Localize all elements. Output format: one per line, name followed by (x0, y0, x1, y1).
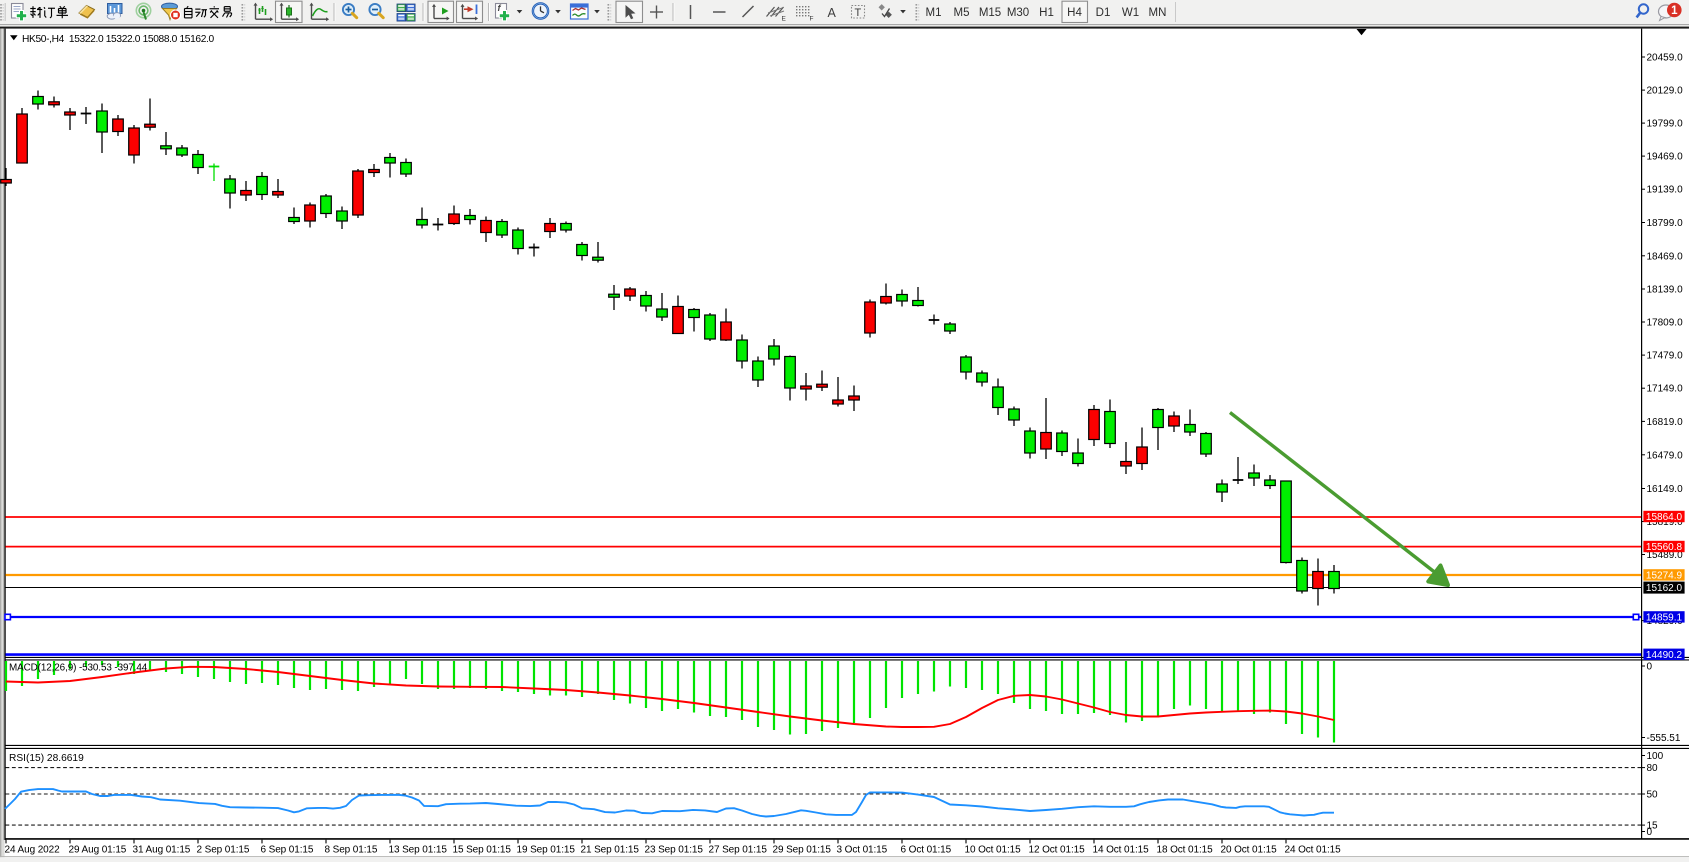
svg-text:14859.1: 14859.1 (1646, 613, 1683, 624)
svg-text:15162.0: 15162.0 (1646, 583, 1683, 594)
svg-text:19 Sep 01:15: 19 Sep 01:15 (517, 845, 576, 856)
svg-text:14490.2: 14490.2 (1646, 650, 1683, 661)
svg-text:M1: M1 (926, 7, 942, 19)
svg-text:HK50-,H4 15322.0 15322.0 1508: HK50-,H4 15322.0 15322.0 15088.0 15162.0 (22, 34, 215, 45)
svg-text:10 Oct 01:15: 10 Oct 01:15 (965, 845, 1022, 856)
svg-text:-555.51: -555.51 (1647, 733, 1681, 744)
svg-text:15: 15 (1647, 821, 1659, 832)
svg-text:80: 80 (1647, 763, 1659, 774)
svg-text:RSI(15) 28.6619: RSI(15) 28.6619 (9, 753, 84, 764)
svg-text:23 Sep 01:15: 23 Sep 01:15 (645, 845, 704, 856)
svg-text:3 Oct 01:15: 3 Oct 01:15 (837, 845, 888, 856)
svg-text:18799.0: 18799.0 (1647, 218, 1684, 229)
svg-text:E: E (782, 16, 787, 23)
svg-text:2 Sep 01:15: 2 Sep 01:15 (197, 845, 250, 856)
svg-text:D1: D1 (1096, 7, 1111, 19)
svg-text:29 Aug 01:15: 29 Aug 01:15 (69, 845, 127, 856)
svg-text:M30: M30 (1007, 7, 1029, 19)
svg-text:F: F (810, 16, 814, 23)
svg-text:24 Oct 01:15: 24 Oct 01:15 (1285, 845, 1342, 856)
svg-text:15274.9: 15274.9 (1646, 571, 1683, 582)
svg-text:15 Sep 01:15: 15 Sep 01:15 (453, 845, 512, 856)
svg-text:12 Oct 01:15: 12 Oct 01:15 (1029, 845, 1086, 856)
svg-text:29 Sep 01:15: 29 Sep 01:15 (773, 845, 832, 856)
svg-text:0: 0 (1647, 827, 1653, 838)
svg-text:W1: W1 (1122, 7, 1139, 19)
svg-text:6 Sep 01:15: 6 Sep 01:15 (261, 845, 314, 856)
svg-text:M15: M15 (979, 7, 1001, 19)
svg-text:13 Sep 01:15: 13 Sep 01:15 (389, 845, 448, 856)
svg-text:8 Sep 01:15: 8 Sep 01:15 (325, 845, 378, 856)
svg-text:16819.0: 16819.0 (1647, 417, 1684, 428)
svg-text:20129.0: 20129.0 (1647, 86, 1684, 97)
svg-text:24 Aug 2022: 24 Aug 2022 (5, 845, 61, 856)
svg-text:16149.0: 16149.0 (1647, 484, 1684, 495)
svg-text:18 Oct 01:15: 18 Oct 01:15 (1157, 845, 1214, 856)
svg-text:1: 1 (1671, 5, 1678, 17)
svg-text:20459.0: 20459.0 (1647, 53, 1684, 64)
svg-text:18139.0: 18139.0 (1647, 285, 1684, 296)
svg-text:MN: MN (1149, 7, 1167, 19)
svg-text:f: f (498, 3, 502, 13)
svg-text:0: 0 (1647, 662, 1653, 673)
svg-text:100: 100 (1647, 751, 1664, 762)
svg-text:15864.0: 15864.0 (1646, 512, 1683, 523)
svg-text:T: T (855, 7, 862, 19)
svg-text:19139.0: 19139.0 (1647, 185, 1684, 196)
svg-text:20 Oct 01:15: 20 Oct 01:15 (1221, 845, 1278, 856)
svg-text:17479.0: 17479.0 (1647, 351, 1684, 362)
svg-text:H4: H4 (1067, 7, 1082, 19)
svg-text:15489.0: 15489.0 (1647, 550, 1684, 561)
svg-text:27 Sep 01:15: 27 Sep 01:15 (709, 845, 768, 856)
svg-text:15819.0: 15819.0 (1647, 517, 1684, 528)
svg-text:6 Oct 01:15: 6 Oct 01:15 (901, 845, 952, 856)
svg-text:17809.0: 17809.0 (1647, 318, 1684, 329)
svg-text:M5: M5 (954, 7, 970, 19)
svg-text:17149.0: 17149.0 (1647, 384, 1684, 395)
svg-text:16479.0: 16479.0 (1647, 450, 1684, 461)
svg-text:MACD(12,26,9) -530.53 -397.44: MACD(12,26,9) -530.53 -397.44 (9, 663, 148, 674)
svg-text:50: 50 (1647, 790, 1659, 801)
svg-text:H1: H1 (1039, 7, 1054, 19)
svg-text:19469.0: 19469.0 (1647, 152, 1684, 163)
svg-text:18469.0: 18469.0 (1647, 251, 1684, 262)
svg-text:31 Aug 01:15: 31 Aug 01:15 (133, 845, 191, 856)
svg-text:21 Sep 01:15: 21 Sep 01:15 (581, 845, 640, 856)
svg-text:14 Oct 01:15: 14 Oct 01:15 (1093, 845, 1150, 856)
svg-text:A: A (828, 6, 837, 20)
svg-text:15560.8: 15560.8 (1646, 542, 1683, 553)
svg-text:19799.0: 19799.0 (1647, 119, 1684, 130)
